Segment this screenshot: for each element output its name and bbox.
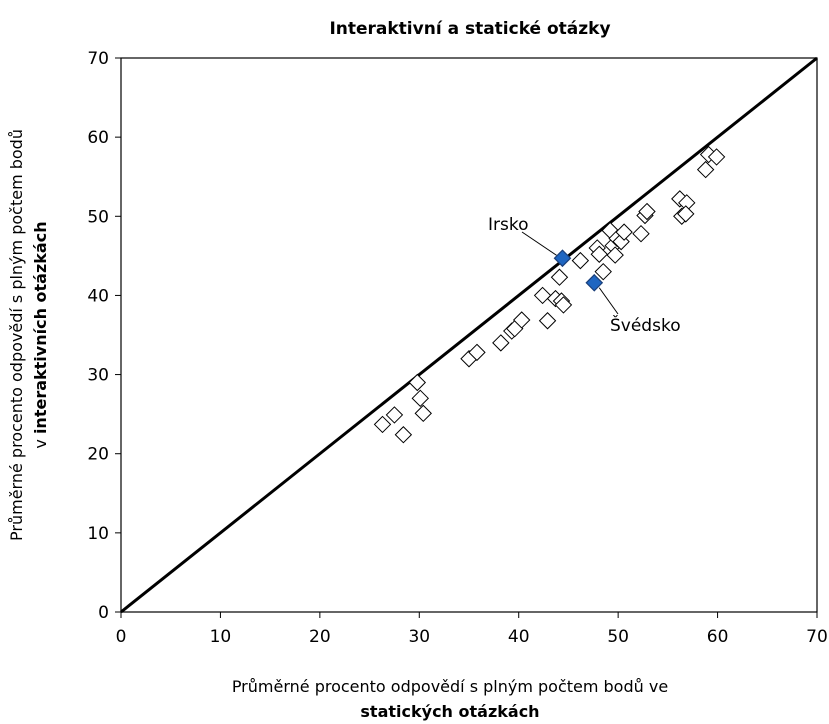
country-point (632, 224, 650, 243)
x-tick-label: 70 (806, 627, 828, 647)
country-point (638, 202, 656, 221)
country-point (606, 246, 624, 264)
y-tick-label: 50 (87, 207, 109, 227)
country-point (468, 343, 486, 362)
country-point (512, 311, 531, 329)
x-tick-label: 0 (116, 627, 127, 647)
country-point (571, 251, 590, 270)
country-point (373, 415, 392, 434)
y-tick-label: 40 (87, 286, 109, 306)
y-tick-label: 30 (87, 366, 109, 386)
annotation-irsko: Irsko (488, 215, 529, 235)
y-axis-label-line2: v interaktivních otázkách (31, 221, 50, 448)
highlighted-country-point (553, 249, 572, 268)
annotation-svedsko: Švédsko (610, 314, 681, 336)
country-point (615, 223, 633, 241)
x-tick-label: 60 (707, 627, 729, 647)
country-point (707, 148, 726, 166)
country-point (394, 426, 413, 444)
country-point (385, 406, 404, 424)
y-tick-label: 20 (87, 445, 109, 465)
y-axis-ticks: 0 10 20 30 40 50 60 70 (87, 49, 121, 623)
y-tick-label: 10 (87, 524, 109, 544)
data-points (373, 145, 726, 444)
country-point (696, 160, 715, 179)
y-axis-label: Průměrné procento odpovědí s plným počte… (7, 129, 26, 541)
country-point (538, 312, 557, 330)
country-point (554, 296, 573, 314)
x-axis-label: Průměrné procento odpovědí s plným počte… (232, 677, 668, 696)
country-point (590, 245, 608, 263)
reference-line-y-equals-x (120, 56, 818, 614)
plot-area-frame (120, 57, 818, 613)
y-axis-label-prefix: v (31, 434, 50, 449)
x-tick-label: 20 (309, 627, 331, 647)
highlighted-country-point (585, 273, 604, 292)
chart-title: Interaktivní a statické otázky (329, 19, 610, 39)
country-point (594, 262, 612, 281)
country-point (411, 389, 429, 408)
country-point (550, 268, 569, 286)
x-tick-label: 10 (210, 627, 232, 647)
country-point (408, 373, 427, 392)
x-tick-label: 30 (408, 627, 430, 647)
annotation-leader-irsko (521, 231, 557, 256)
country-point (677, 205, 695, 223)
country-point (533, 286, 552, 305)
annotation-leader-svedsko (598, 287, 619, 315)
x-axis-label-bold: statických otázkách (360, 702, 539, 721)
country-point (414, 404, 432, 423)
x-tick-label: 50 (607, 627, 629, 647)
x-axis-ticks: 0 10 20 30 40 50 60 70 (116, 612, 828, 647)
y-tick-label: 70 (87, 49, 109, 69)
y-axis-label-bold: interaktivních otázkách (31, 221, 50, 434)
y-tick-label: 60 (87, 128, 109, 148)
country-point (492, 334, 510, 352)
y-tick-label: 0 (98, 603, 109, 623)
x-tick-label: 40 (508, 627, 530, 647)
